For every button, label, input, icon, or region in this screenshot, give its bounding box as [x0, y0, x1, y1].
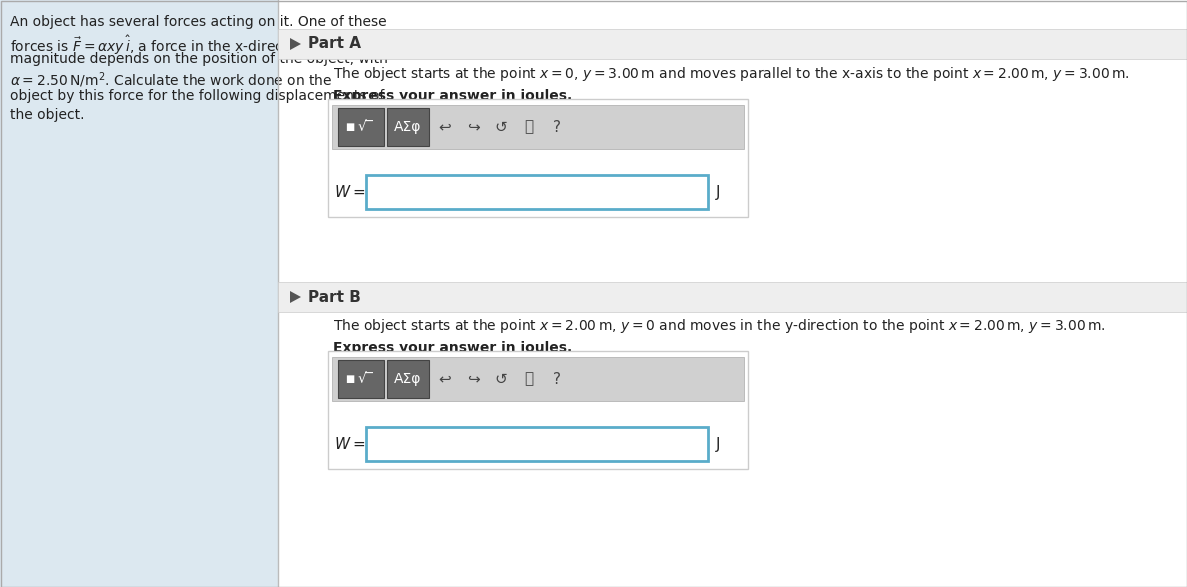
Text: J: J	[716, 184, 721, 200]
Text: AΣφ: AΣφ	[394, 120, 421, 134]
Polygon shape	[290, 291, 301, 303]
Text: $\alpha = 2.50\,\mathrm{N/m^2}$. Calculate the work done on the: $\alpha = 2.50\,\mathrm{N/m^2}$. Calcula…	[9, 70, 332, 90]
Text: Part A: Part A	[307, 36, 361, 52]
Text: ↪: ↪	[466, 372, 480, 386]
Text: √‾: √‾	[358, 120, 374, 134]
FancyBboxPatch shape	[366, 175, 707, 209]
FancyBboxPatch shape	[278, 0, 1187, 587]
Text: ?: ?	[553, 372, 561, 386]
Text: J: J	[716, 437, 721, 451]
Text: Part B: Part B	[307, 289, 361, 305]
Text: The object starts at the point $x = 0$, $y = 3.00\,\mathrm{m}$ and moves paralle: The object starts at the point $x = 0$, …	[334, 65, 1130, 83]
Text: AΣφ: AΣφ	[394, 372, 421, 386]
FancyBboxPatch shape	[338, 108, 385, 146]
Text: ■: ■	[345, 374, 355, 384]
Text: $W =$: $W =$	[334, 436, 366, 452]
Text: ↩: ↩	[439, 372, 451, 386]
FancyBboxPatch shape	[366, 427, 707, 461]
FancyBboxPatch shape	[387, 108, 429, 146]
Text: the object.: the object.	[9, 107, 84, 122]
Text: ↪: ↪	[466, 120, 480, 134]
Text: ↩: ↩	[439, 120, 451, 134]
FancyBboxPatch shape	[338, 360, 385, 398]
Text: magnitude depends on the position of the object, with: magnitude depends on the position of the…	[9, 52, 388, 66]
Text: ⧉: ⧉	[525, 372, 534, 386]
FancyBboxPatch shape	[278, 29, 1187, 59]
Text: $W =$: $W =$	[334, 184, 366, 200]
Polygon shape	[290, 38, 301, 50]
Text: forces is $\vec{F} = \alpha xy\,\hat{i}$, a force in the x-direction whose: forces is $\vec{F} = \alpha xy\,\hat{i}$…	[9, 33, 360, 57]
Text: ■: ■	[345, 122, 355, 132]
Text: ?: ?	[553, 120, 561, 134]
Text: √‾: √‾	[358, 372, 374, 386]
FancyBboxPatch shape	[387, 360, 429, 398]
FancyBboxPatch shape	[328, 351, 748, 469]
Text: object by this force for the following displacements of: object by this force for the following d…	[9, 89, 385, 103]
Text: ↺: ↺	[495, 372, 507, 386]
Text: ⧉: ⧉	[525, 120, 534, 134]
FancyBboxPatch shape	[0, 0, 278, 587]
FancyBboxPatch shape	[332, 357, 744, 401]
FancyBboxPatch shape	[278, 282, 1187, 312]
FancyBboxPatch shape	[332, 105, 744, 149]
Text: An object has several forces acting on it. One of these: An object has several forces acting on i…	[9, 15, 387, 29]
Text: The object starts at the point $x = 2.00\,\mathrm{m}$, $y = 0$ and moves in the : The object starts at the point $x = 2.00…	[334, 317, 1105, 335]
Text: Express your answer in joules.: Express your answer in joules.	[334, 341, 572, 355]
Text: Express your answer in joules.: Express your answer in joules.	[334, 89, 572, 103]
FancyBboxPatch shape	[328, 99, 748, 217]
Text: ↺: ↺	[495, 120, 507, 134]
